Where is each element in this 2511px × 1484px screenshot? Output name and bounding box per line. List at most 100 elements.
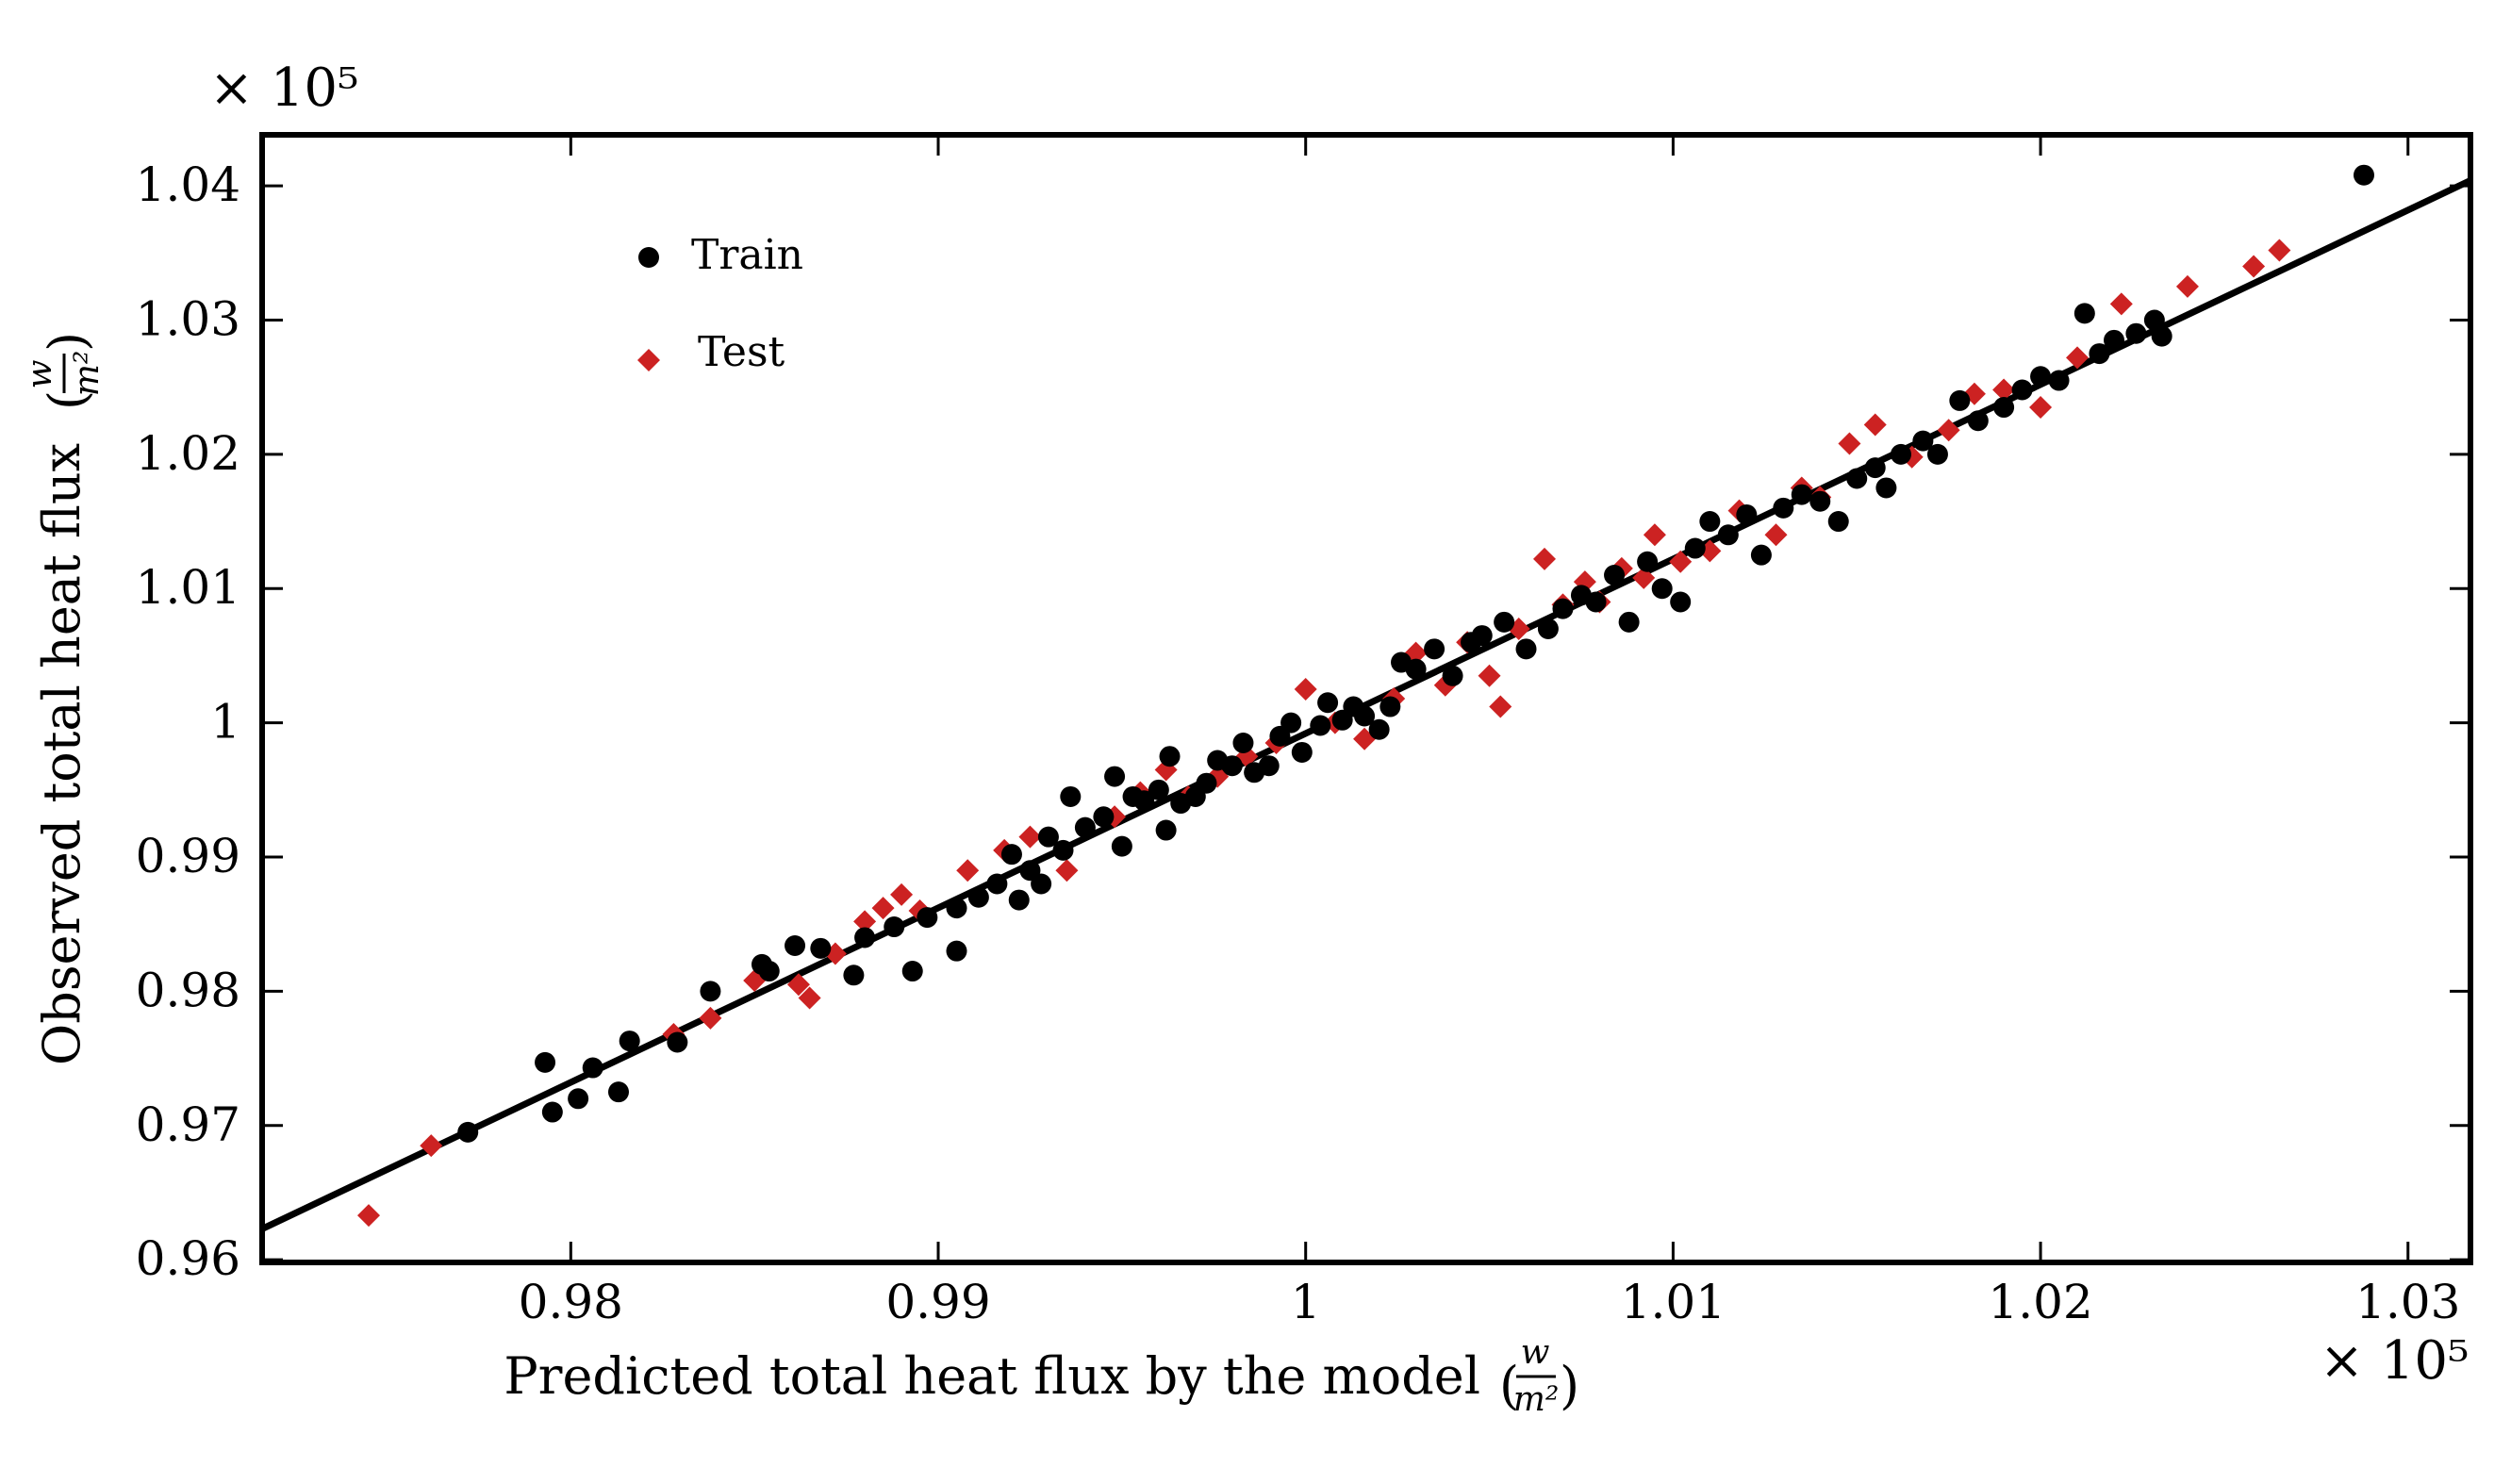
test-point-30: [1478, 664, 1501, 687]
train-point-21: [986, 873, 1008, 895]
legend: Train Test: [637, 231, 803, 376]
test-point-53: [2066, 346, 2090, 370]
train-point-53: [1354, 705, 1376, 727]
tick-labels: 0.98 0.99 1 1.01 1.02 1.03 0.96 0.97 0.98 0.99 1 1.…: [136, 157, 2461, 1329]
train-point-42: [1221, 755, 1243, 777]
y-unit-denominator: m²: [68, 351, 107, 397]
x-tick-label-0: 0.98: [519, 1275, 623, 1329]
train-point-78: [1773, 497, 1794, 519]
x-unit-denominator: m²: [1513, 1380, 1560, 1419]
train-point-88: [1949, 389, 1971, 411]
svg-text:): ): [1560, 1356, 1579, 1415]
train-point-86: [1912, 430, 1934, 452]
train-point-14: [854, 927, 876, 948]
train-point-68: [1604, 565, 1626, 586]
train-point-1: [535, 1051, 556, 1073]
train-point-36: [1155, 819, 1177, 841]
test-point-9: [871, 897, 895, 920]
train-point-93: [2048, 370, 2070, 391]
train-point-58: [1424, 638, 1445, 660]
test-point-31: [1489, 695, 1512, 718]
train-point-96: [2104, 329, 2125, 351]
legend-train-label: Train: [691, 231, 803, 279]
train-point-72: [1670, 591, 1692, 613]
test-point-51: [1992, 378, 2016, 402]
test-point-1: [420, 1134, 443, 1158]
y-tick-label-0: 0.96: [136, 1231, 240, 1286]
train-point-80: [1809, 490, 1831, 512]
train-point-2: [541, 1101, 563, 1123]
data-points: [357, 164, 2374, 1228]
test-point-33: [1532, 547, 1556, 570]
train-point-91: [2011, 379, 2033, 401]
x-tick-label-4: 1.02: [1988, 1275, 2092, 1329]
train-point-64: [1537, 618, 1559, 639]
test-point-0: [357, 1204, 381, 1228]
train-point-47: [1280, 712, 1302, 734]
train-point-49: [1310, 715, 1331, 736]
train-point-3: [568, 1088, 589, 1110]
test-point-5: [786, 973, 810, 997]
train-point-50: [1317, 692, 1339, 714]
train-point-65: [1552, 598, 1574, 619]
train-point-95: [2089, 343, 2110, 365]
train-point-87: [1926, 443, 1948, 465]
train-point-59: [1442, 665, 1463, 686]
train-point-35: [1148, 779, 1169, 800]
train-point-55: [1379, 696, 1401, 717]
train-point-61: [1471, 625, 1493, 647]
x-tick-label-5: 1.03: [2355, 1275, 2460, 1329]
y-tick-label-8: 1.04: [136, 157, 240, 212]
test-point-23: [1294, 678, 1317, 701]
y-tick-label-2: 0.98: [136, 963, 240, 1017]
train-point-22: [1000, 844, 1022, 866]
train-point-13: [843, 965, 865, 986]
legend-train-marker: [638, 247, 659, 268]
train-point-4: [582, 1057, 603, 1079]
y-tick-label-6: 1.02: [136, 426, 240, 481]
y-tick-label-5: 1.01: [136, 560, 240, 615]
test-point-57: [2268, 239, 2291, 262]
test-point-14: [1018, 825, 1042, 849]
x-axis-unit: ( w m² ): [1499, 1333, 1579, 1419]
train-point-0: [457, 1121, 479, 1143]
svg-text:): ): [38, 332, 97, 352]
train-point-75: [1717, 524, 1739, 546]
svg-text:(: (: [38, 390, 97, 410]
y-axis-title: Observed total heat flux ( w m² ): [21, 332, 107, 1065]
train-point-18: [946, 898, 967, 919]
test-point-56: [2242, 255, 2266, 278]
svg-text:(: (: [1499, 1356, 1519, 1415]
test-point-54: [2109, 292, 2133, 316]
train-point-23: [1008, 889, 1030, 911]
test-point-10: [890, 882, 914, 906]
x-axis-multiplier: × 10⁵: [2320, 1330, 2469, 1392]
y-axis-unit: ( w m² ): [21, 332, 107, 410]
train-point-25: [1031, 873, 1052, 895]
test-point-55: [2175, 274, 2199, 298]
train-point-7: [667, 1031, 688, 1053]
train-point-90: [1993, 397, 2015, 419]
train-point-69: [1618, 611, 1640, 633]
y-tick-label-1: 0.97: [136, 1097, 240, 1152]
test-point-47: [1863, 413, 1887, 437]
train-point-77: [1750, 544, 1772, 566]
test-point-8: [853, 910, 877, 933]
train-point-70: [1637, 551, 1659, 572]
train-point-43: [1232, 732, 1254, 753]
x-axis-label: Predicted total heat flux by the model: [504, 1346, 1480, 1406]
train-point-81: [1827, 511, 1849, 533]
test-point-52: [2029, 396, 2053, 420]
train-point-29: [1074, 816, 1096, 838]
train-point-20: [967, 886, 989, 908]
test-point-12: [956, 859, 980, 882]
train-point-17: [917, 907, 938, 929]
train-point-45: [1258, 755, 1280, 777]
legend-test-marker: [637, 349, 660, 371]
plot-frame: [259, 132, 2473, 1265]
test-point-40: [1669, 550, 1693, 573]
train-point-16: [901, 961, 923, 982]
train-point-40: [1196, 772, 1217, 794]
train-point-37: [1159, 746, 1181, 767]
train-point-19: [946, 940, 967, 962]
